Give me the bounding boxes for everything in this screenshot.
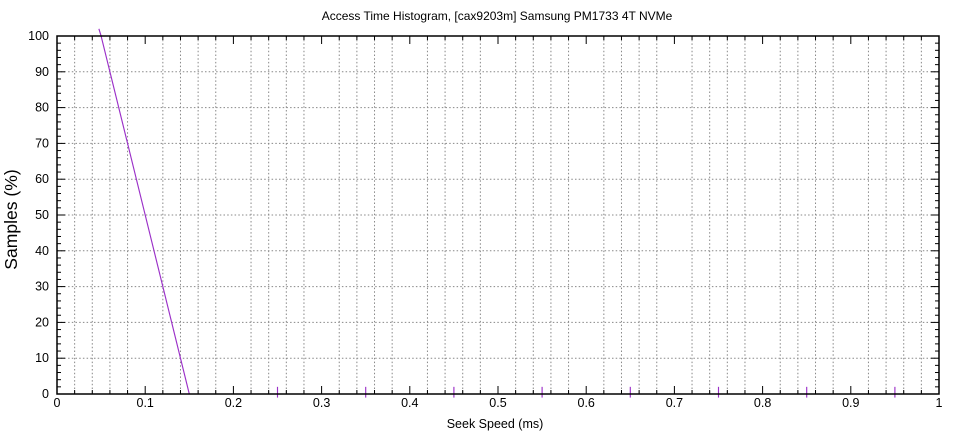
- svg-text:0.4: 0.4: [401, 396, 418, 410]
- svg-text:0.9: 0.9: [842, 396, 859, 410]
- svg-text:0: 0: [54, 396, 61, 410]
- svg-text:40: 40: [35, 244, 49, 258]
- svg-text:0.3: 0.3: [313, 396, 330, 410]
- svg-text:0.7: 0.7: [666, 396, 683, 410]
- svg-text:30: 30: [35, 280, 49, 294]
- svg-text:70: 70: [35, 136, 49, 150]
- svg-text:20: 20: [35, 315, 49, 329]
- svg-text:0.1: 0.1: [137, 396, 154, 410]
- svg-text:0.5: 0.5: [489, 396, 506, 410]
- svg-text:10: 10: [35, 351, 49, 365]
- svg-text:0.2: 0.2: [225, 396, 242, 410]
- svg-text:100: 100: [28, 29, 49, 43]
- svg-text:90: 90: [35, 65, 49, 79]
- svg-text:0.6: 0.6: [578, 396, 595, 410]
- svg-text:60: 60: [35, 172, 49, 186]
- svg-text:50: 50: [35, 208, 49, 222]
- svg-text:0.8: 0.8: [754, 396, 771, 410]
- svg-text:0: 0: [42, 387, 49, 401]
- svg-text:80: 80: [35, 101, 49, 115]
- svg-text:1: 1: [936, 396, 943, 410]
